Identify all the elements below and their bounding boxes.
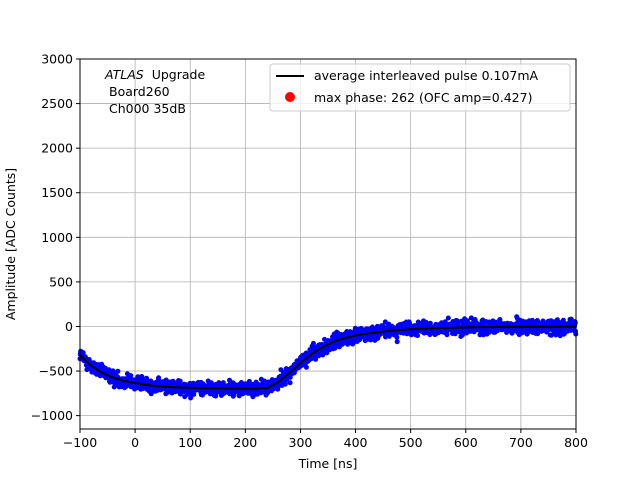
plot-frame: [79, 58, 577, 430]
legend: average interleaved pulse 0.107mA max ph…: [269, 63, 571, 112]
x-tick-label: 700: [509, 435, 533, 450]
y-axis-label: Amplitude [ADC Counts]: [3, 168, 18, 320]
x-tick-label: 0: [131, 435, 139, 450]
x-tick-label: −100: [63, 435, 97, 450]
legend-entry-average: average interleaved pulse 0.107mA: [314, 68, 539, 83]
y-tick-label: 2000: [41, 141, 73, 156]
annotation-channel: Ch000 35dB: [109, 101, 186, 116]
svg-text:ATLAS Upgrade: ATLAS Upgrade: [104, 67, 205, 82]
y-axis: −1000 −500 0 500 1000 1500 2000 2500 3000: [31, 52, 80, 423]
x-tick-label: 300: [289, 435, 313, 450]
y-tick-label: 1500: [41, 185, 73, 200]
x-tick-label: 400: [344, 435, 368, 450]
line-series: [79, 325, 577, 390]
legend-entry-max-phase: max phase: 262 (OFC amp=0.427): [314, 90, 532, 105]
x-tick-label: 200: [233, 435, 257, 450]
legend-marker-swatch: [285, 92, 295, 102]
plot-background: [80, 59, 576, 429]
x-axis-label: Time [ns]: [298, 456, 358, 471]
annotation-board: Board260: [109, 84, 170, 99]
y-tick-label: −1000: [31, 408, 73, 423]
annotation-atlas: ATLAS: [104, 67, 144, 82]
average-pulse-line: [79, 325, 577, 390]
annotation: ATLAS Upgrade Board260 Ch000 35dB: [104, 67, 205, 116]
y-tick-label: −500: [39, 364, 73, 379]
annotation-upgrade: Upgrade: [152, 67, 206, 82]
x-tick-label: 500: [399, 435, 423, 450]
x-tick-label: 600: [454, 435, 478, 450]
legend-box: [269, 63, 571, 112]
x-tick-label: 100: [178, 435, 202, 450]
y-tick-label: 500: [49, 274, 73, 289]
y-tick-label: 1000: [41, 230, 73, 245]
y-tick-label: 0: [65, 319, 73, 334]
x-axis: −100 0 100 200 300 400 500 600 700 800: [63, 429, 588, 450]
y-tick-label: 2500: [41, 96, 73, 111]
x-tick-label: 800: [564, 435, 588, 450]
y-tick-label: 3000: [41, 52, 73, 67]
